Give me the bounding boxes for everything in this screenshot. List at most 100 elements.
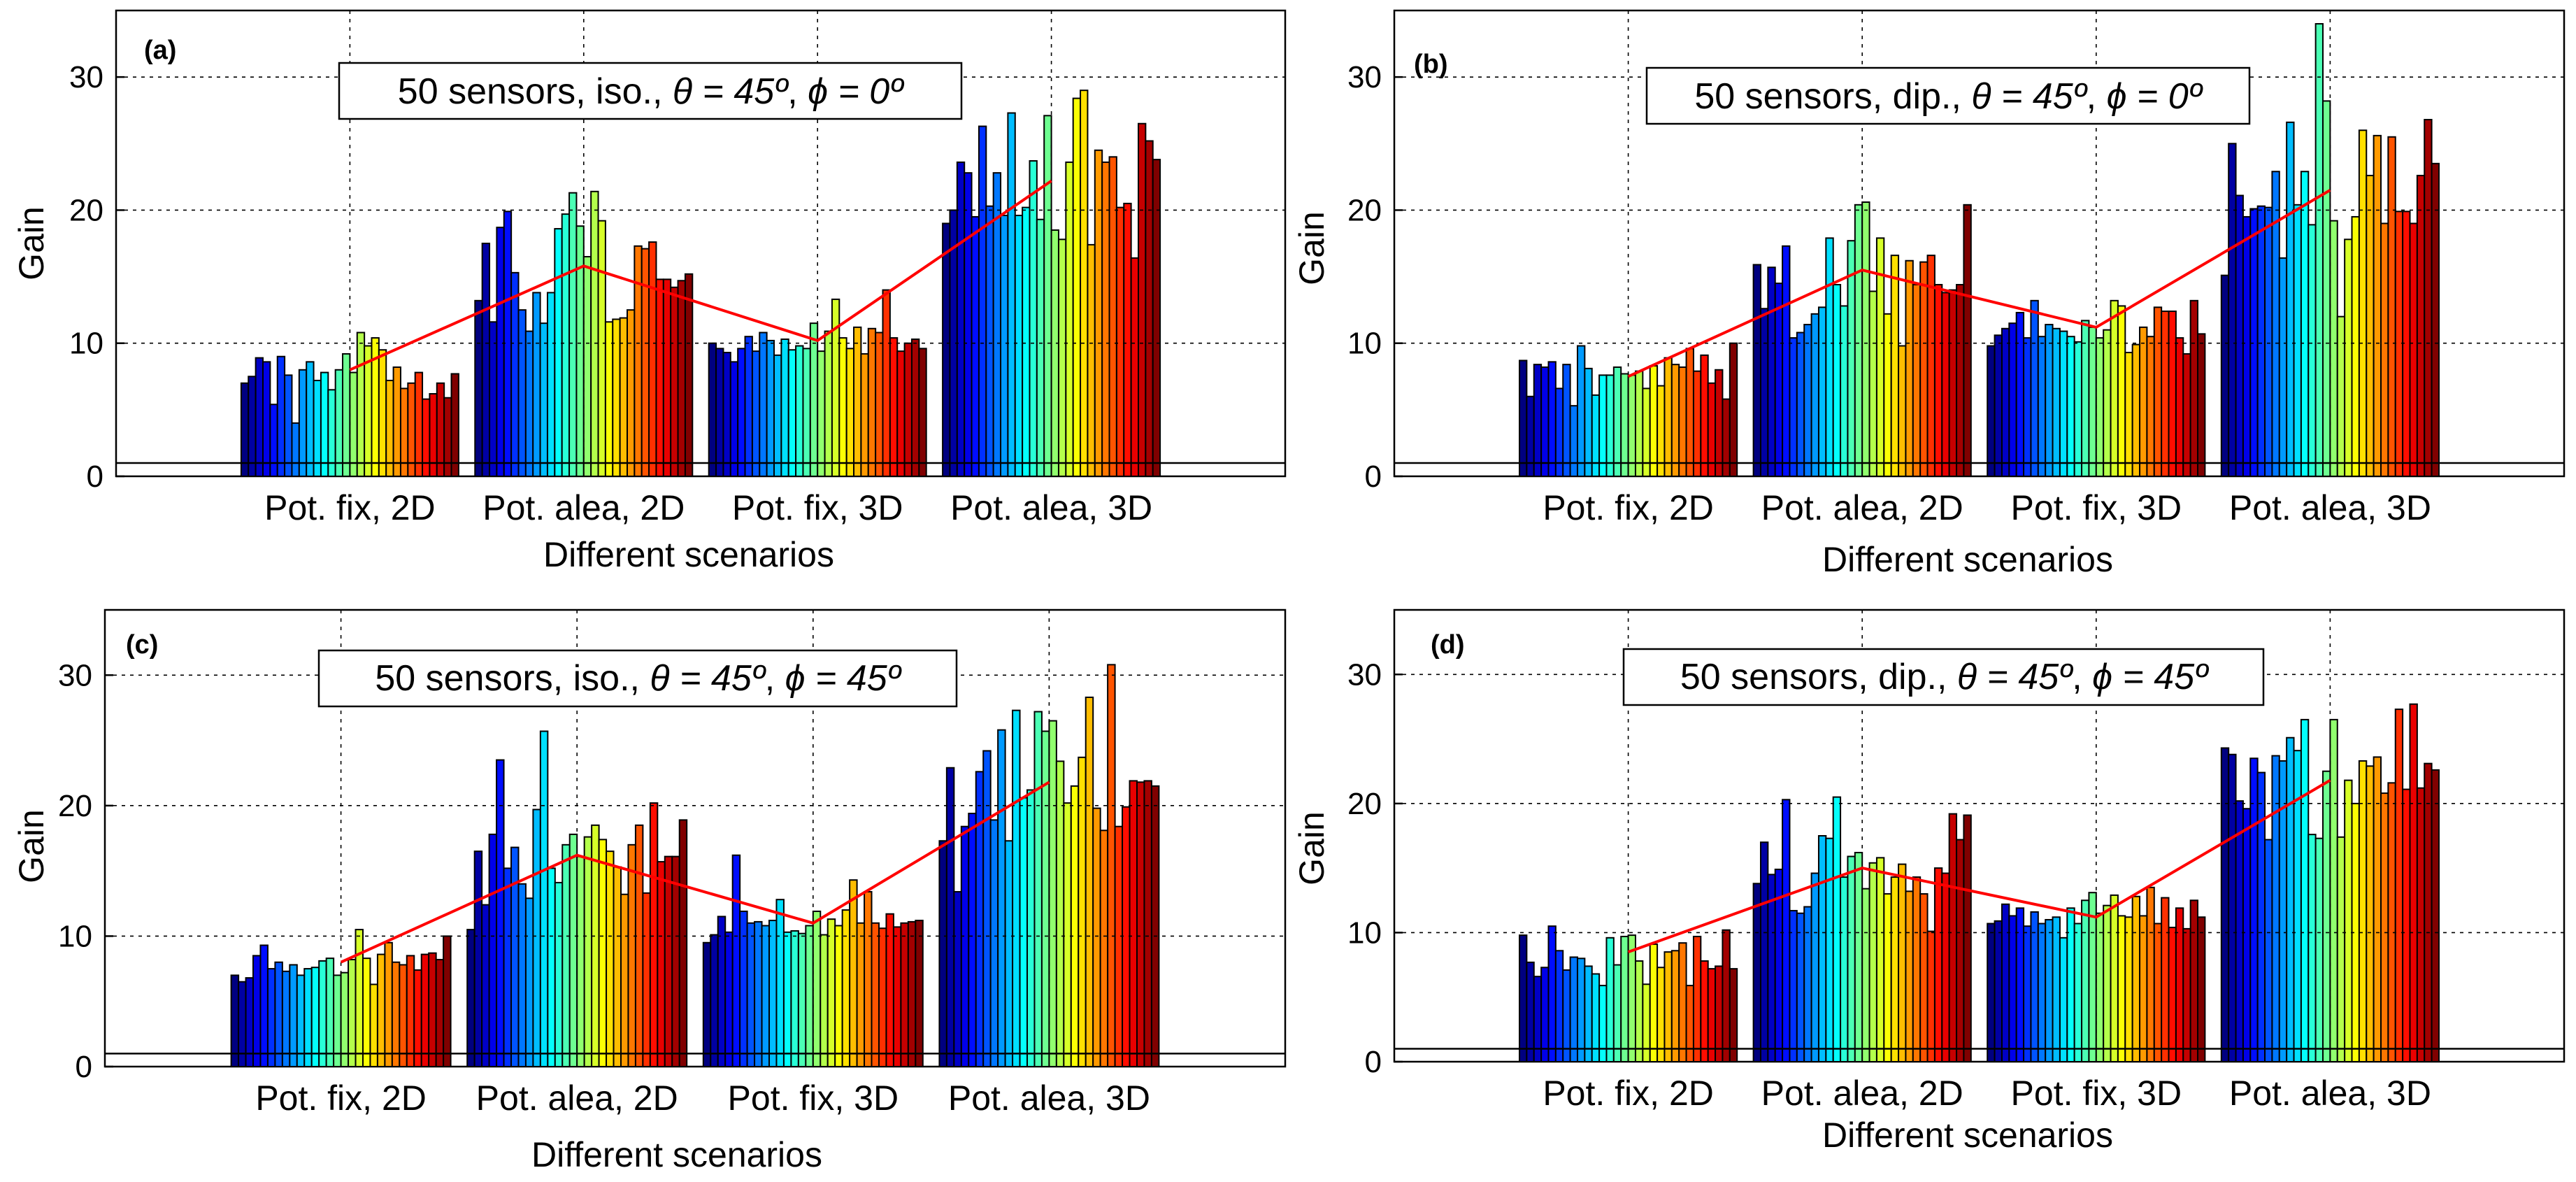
- trend-line: [340, 781, 1050, 964]
- bar: [1692, 370, 1702, 477]
- bar: [2286, 121, 2295, 477]
- bar: [1948, 813, 1958, 1062]
- bar: [885, 913, 894, 1067]
- bar: [2358, 129, 2368, 477]
- bar: [2366, 765, 2375, 1062]
- y-axis-label: Gain: [12, 206, 51, 280]
- bar: [2431, 769, 2440, 1062]
- bar: [575, 225, 585, 477]
- bar: [619, 317, 629, 477]
- bar: [849, 879, 858, 1067]
- bar: [824, 330, 833, 477]
- bar: [2300, 171, 2310, 477]
- bar: [634, 824, 644, 1067]
- bar: [1649, 365, 1659, 477]
- bar: [795, 345, 804, 477]
- bar: [805, 925, 814, 1067]
- bar: [539, 730, 549, 1067]
- bar: [787, 349, 797, 478]
- bar: [2307, 834, 2317, 1063]
- title-theta: θ = 45º: [673, 71, 789, 112]
- bar: [2189, 299, 2199, 477]
- y-axis-label: Gain: [12, 809, 51, 883]
- bar: [1861, 888, 1870, 1063]
- bar: [677, 280, 686, 477]
- bar: [1890, 876, 1900, 1063]
- bar: [2387, 136, 2396, 478]
- bar: [768, 920, 778, 1068]
- bar: [1898, 863, 1907, 1062]
- bar: [510, 846, 520, 1068]
- bar: [2037, 923, 2047, 1063]
- bar: [953, 890, 962, 1067]
- bar: [1634, 960, 1644, 1063]
- trend-line: [1627, 189, 2331, 378]
- bar: [724, 931, 734, 1067]
- bar: [340, 971, 350, 1068]
- title-text: 50 sensors, iso.,: [398, 71, 673, 112]
- bar: [259, 944, 269, 1067]
- bar: [2271, 755, 2280, 1062]
- bar: [2220, 274, 2230, 477]
- bar: [702, 941, 712, 1068]
- bar: [1700, 960, 1709, 1063]
- bar: [903, 342, 913, 477]
- bar: [2394, 211, 2404, 477]
- bar: [1861, 201, 1870, 477]
- y-axis-label: Gain: [1292, 811, 1331, 885]
- bar: [2402, 788, 2411, 1063]
- bar: [964, 172, 973, 477]
- bar: [956, 161, 966, 477]
- bar: [2182, 927, 2191, 1063]
- bar: [2081, 320, 2090, 477]
- bar: [782, 931, 792, 1067]
- bar: [1150, 785, 1160, 1067]
- bar: [1782, 799, 1791, 1062]
- bar: [2351, 215, 2360, 477]
- y-ticks: 0 10 20 30: [1347, 657, 1403, 1079]
- x-tick-label: Pot. fix, 2D: [1543, 488, 1714, 527]
- bar: [1123, 202, 1132, 477]
- bar: [759, 332, 768, 477]
- x-axis-label: Different scenarios: [1822, 1116, 2113, 1155]
- bar: [2322, 770, 2331, 1062]
- bar: [731, 854, 741, 1067]
- title-sep: ,: [2072, 657, 2092, 697]
- bar: [554, 228, 563, 477]
- bar: [606, 850, 615, 1068]
- bar: [392, 366, 401, 477]
- bar: [1817, 306, 1827, 477]
- bar: [1145, 140, 1154, 477]
- trend-line: [1627, 778, 2331, 953]
- bar: [1050, 229, 1059, 477]
- bar: [662, 278, 672, 477]
- title-sep: ,: [2087, 76, 2107, 117]
- bar: [1634, 370, 1644, 477]
- bar: [1656, 967, 1666, 1063]
- bar: [2052, 916, 2061, 1063]
- bar: [1576, 345, 1586, 477]
- bar: [2402, 211, 2411, 477]
- bar: [915, 920, 924, 1068]
- bar: [1956, 283, 1965, 477]
- bar: [2124, 352, 2133, 477]
- bar: [1796, 332, 1805, 477]
- bar: [856, 922, 866, 1068]
- bar: [997, 729, 1006, 1068]
- bar: [900, 922, 909, 1068]
- bar: [1926, 930, 1935, 1062]
- bar: [2139, 326, 2148, 477]
- bar: [1620, 935, 1629, 1062]
- bar: [754, 920, 763, 1068]
- bar: [1004, 840, 1014, 1067]
- title-text: 50 sensors, dip.,: [1694, 76, 1971, 117]
- x-tick-label: Pot. fix, 3D: [2011, 1074, 2182, 1113]
- gridlines: [1394, 610, 2564, 1062]
- bar: [766, 339, 775, 477]
- bar: [838, 337, 847, 477]
- bars: [1519, 23, 2440, 478]
- y-tick-label: 20: [1347, 193, 1382, 227]
- bar: [1576, 957, 1586, 1062]
- bar: [715, 348, 724, 477]
